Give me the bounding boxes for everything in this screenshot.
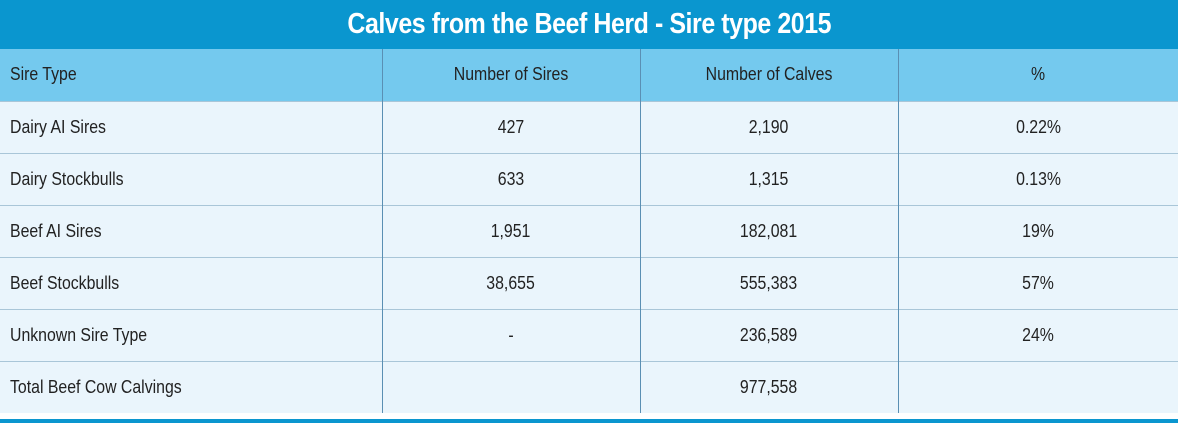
table-row: Dairy Stockbulls 633 1,315 0.13% <box>0 153 1178 205</box>
column-header-percent: % <box>1031 64 1046 85</box>
table-row: Unknown Sire Type - 236,589 24% <box>0 309 1178 361</box>
column-header-number-of-sires: Number of Sires <box>382 49 641 101</box>
cell-percent: 24% <box>1022 324 1055 345</box>
header-row: Sire Type Number of Sires Number of Calv… <box>0 49 1178 101</box>
cell-number-of-calves: 2,190 <box>640 101 899 153</box>
cell-percent: 0.22% <box>1015 116 1061 137</box>
cell-sire-type: Dairy AI Sires <box>0 101 383 153</box>
cell-percent: 57% <box>1022 272 1055 293</box>
cell-sire-type: Total Beef Cow Calvings <box>0 361 383 413</box>
cell-number-of-calves: 977,558 <box>640 361 899 413</box>
bottom-rule <box>0 419 1178 423</box>
column-header-sire-type: Sire Type <box>0 49 383 101</box>
column-header-number-of-calves: Number of Calves <box>640 49 899 101</box>
sire-type-table: Sire Type Number of Sires Number of Calv… <box>0 49 1178 413</box>
table-row: Dairy AI Sires 427 2,190 0.22% <box>0 101 1178 153</box>
cell-sire-type: Beef AI Sires <box>0 205 383 257</box>
title-bar: Calves from the Beef Herd - Sire type 20… <box>0 0 1178 49</box>
cell-number-of-calves: 236,589 <box>640 309 899 361</box>
cell-number-of-calves: 182,081 <box>640 205 899 257</box>
cell-number-of-calves: 555,383 <box>640 257 899 309</box>
cell-number-of-sires: 633 <box>382 153 641 205</box>
cell-sire-type: Beef Stockbulls <box>0 257 383 309</box>
table-row: Beef AI Sires 1,951 182,081 19% <box>0 205 1178 257</box>
cell-percent: 0.13% <box>1015 168 1061 189</box>
cell-number-of-sires: - <box>382 309 641 361</box>
cell-number-of-sires <box>382 361 641 413</box>
cell-number-of-sires: 1,951 <box>382 205 641 257</box>
table-row-total: Total Beef Cow Calvings 977,558 <box>0 361 1178 413</box>
cell-sire-type: Dairy Stockbulls <box>0 153 383 205</box>
table-row: Beef Stockbulls 38,655 555,383 57% <box>0 257 1178 309</box>
cell-number-of-sires: 38,655 <box>382 257 641 309</box>
cell-number-of-calves: 1,315 <box>640 153 899 205</box>
cell-sire-type: Unknown Sire Type <box>0 309 383 361</box>
cell-number-of-sires: 427 <box>382 101 641 153</box>
cell-percent <box>898 361 1178 413</box>
table-title: Calves from the Beef Herd - Sire type 20… <box>347 8 831 40</box>
cell-percent: 19% <box>1022 220 1055 241</box>
